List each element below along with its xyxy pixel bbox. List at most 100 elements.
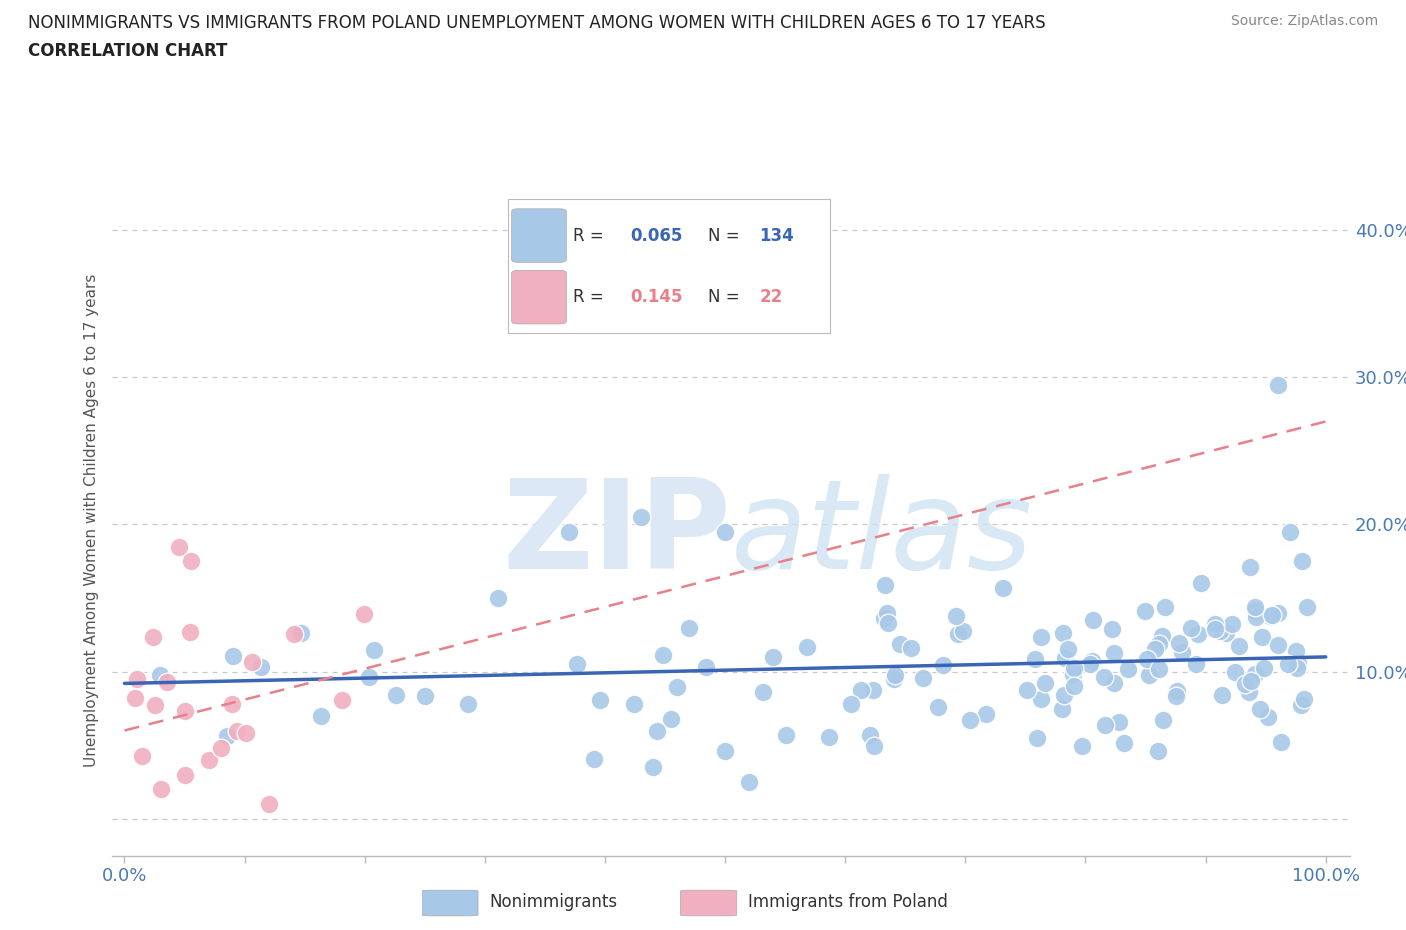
Point bbox=[927, 699, 949, 714]
Point bbox=[221, 696, 243, 711]
Point bbox=[623, 697, 645, 711]
Point bbox=[1104, 675, 1126, 690]
Point bbox=[1185, 657, 1208, 671]
Point bbox=[1166, 684, 1188, 698]
Point bbox=[946, 627, 969, 642]
Point bbox=[215, 728, 238, 743]
Point bbox=[659, 711, 682, 726]
Point bbox=[1052, 688, 1074, 703]
Point bbox=[1137, 668, 1160, 683]
Point bbox=[1104, 645, 1126, 660]
Point bbox=[849, 683, 872, 698]
Text: Immigrants from Poland: Immigrants from Poland bbox=[748, 893, 948, 911]
Point bbox=[1285, 660, 1308, 675]
Point bbox=[945, 608, 967, 623]
Point bbox=[1209, 624, 1232, 639]
Point bbox=[125, 671, 148, 686]
Point bbox=[678, 621, 700, 636]
Point bbox=[143, 698, 166, 712]
Y-axis label: Unemployment Among Women with Children Ages 6 to 17 years: Unemployment Among Women with Children A… bbox=[83, 274, 98, 767]
Point bbox=[1094, 718, 1116, 733]
Point bbox=[385, 687, 408, 702]
Point bbox=[630, 510, 652, 525]
Point bbox=[221, 648, 243, 663]
Text: NONIMMIGRANTS VS IMMIGRANTS FROM POLAND UNEMPLOYMENT AMONG WOMEN WITH CHILDREN A: NONIMMIGRANTS VS IMMIGRANTS FROM POLAND … bbox=[28, 14, 1046, 32]
Point bbox=[1053, 650, 1076, 665]
Point bbox=[1147, 744, 1170, 759]
Point bbox=[240, 655, 263, 670]
Point bbox=[1285, 644, 1308, 658]
Point bbox=[1133, 604, 1156, 618]
Point bbox=[796, 640, 818, 655]
Point bbox=[1052, 701, 1074, 716]
Point bbox=[1017, 683, 1039, 698]
Point bbox=[932, 658, 955, 672]
Point bbox=[257, 797, 280, 812]
Point bbox=[1291, 554, 1313, 569]
Point bbox=[889, 637, 911, 652]
Point bbox=[873, 611, 896, 626]
Point bbox=[645, 724, 668, 738]
Point bbox=[197, 752, 219, 767]
Point bbox=[665, 680, 688, 695]
Point bbox=[714, 744, 737, 759]
Point bbox=[1261, 607, 1284, 622]
Point bbox=[841, 697, 863, 711]
Point bbox=[1029, 692, 1052, 707]
Point bbox=[883, 671, 905, 686]
FancyBboxPatch shape bbox=[681, 890, 737, 916]
Point bbox=[752, 684, 775, 699]
Point bbox=[486, 591, 509, 605]
Point bbox=[775, 727, 797, 742]
Point bbox=[413, 688, 436, 703]
Point bbox=[1267, 605, 1289, 620]
Point bbox=[1164, 688, 1187, 703]
Text: Source: ZipAtlas.com: Source: ZipAtlas.com bbox=[1230, 14, 1378, 28]
Point bbox=[1292, 692, 1315, 707]
Point bbox=[1083, 613, 1105, 628]
Point bbox=[1295, 599, 1317, 614]
Point bbox=[1277, 657, 1299, 671]
Point bbox=[1114, 736, 1136, 751]
Point bbox=[1244, 604, 1267, 618]
Point bbox=[641, 760, 664, 775]
Text: Nonimmigrants: Nonimmigrants bbox=[489, 893, 617, 911]
Point bbox=[991, 581, 1014, 596]
Point bbox=[1078, 657, 1101, 671]
Point bbox=[583, 751, 606, 766]
Point bbox=[863, 738, 886, 753]
Point bbox=[900, 641, 922, 656]
Point bbox=[179, 624, 201, 639]
Point bbox=[1024, 652, 1046, 667]
Point bbox=[873, 578, 896, 592]
Point bbox=[911, 671, 934, 685]
Point bbox=[1233, 677, 1256, 692]
Point bbox=[1094, 670, 1116, 684]
Point bbox=[1215, 626, 1237, 641]
Point bbox=[1225, 665, 1247, 680]
Point bbox=[1108, 714, 1130, 729]
Point bbox=[959, 712, 981, 727]
Point bbox=[226, 724, 249, 738]
Point bbox=[1063, 678, 1085, 693]
Point bbox=[1170, 644, 1192, 659]
Point bbox=[359, 670, 381, 684]
Point bbox=[1204, 622, 1226, 637]
Point bbox=[565, 657, 588, 671]
Point bbox=[1267, 378, 1289, 392]
Point bbox=[1152, 712, 1174, 727]
Point bbox=[209, 741, 232, 756]
Point bbox=[1101, 622, 1123, 637]
Point bbox=[1168, 635, 1191, 650]
Point bbox=[124, 691, 146, 706]
Point bbox=[1237, 684, 1260, 699]
Point bbox=[1026, 730, 1049, 745]
Point bbox=[1147, 636, 1170, 651]
Point bbox=[173, 767, 195, 782]
Point bbox=[952, 624, 974, 639]
Point bbox=[876, 606, 898, 621]
Point bbox=[167, 539, 190, 554]
Point bbox=[1267, 638, 1289, 653]
Point bbox=[149, 667, 172, 682]
Point bbox=[1253, 660, 1275, 675]
